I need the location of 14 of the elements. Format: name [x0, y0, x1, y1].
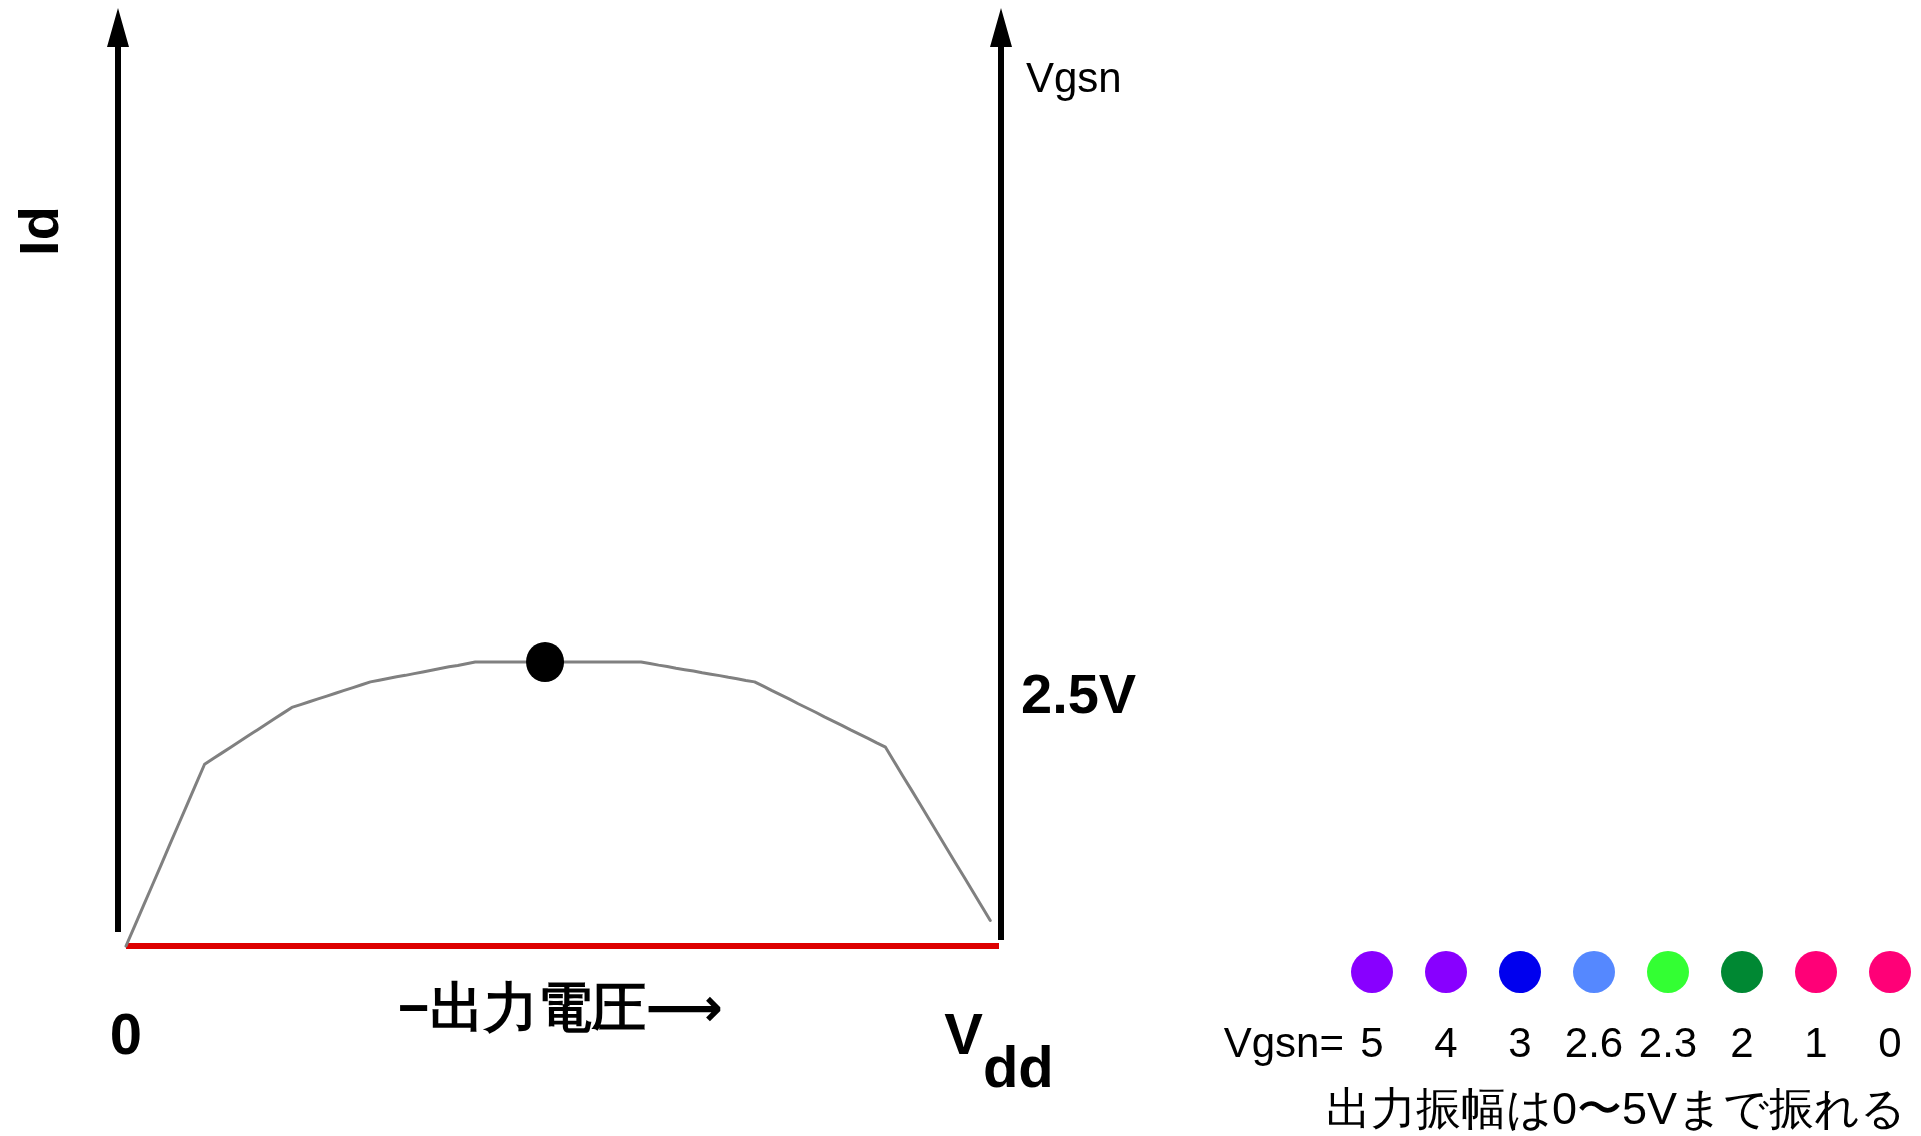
key-label: 2.3 — [1638, 1019, 1698, 1066]
key-label: 3 — [1508, 1019, 1532, 1066]
key-label: 2 — [1730, 1019, 1754, 1066]
key-label: 1 — [1804, 1019, 1828, 1066]
annotation: 2.5V — [1021, 662, 1137, 725]
xtick: 0 — [109, 1001, 143, 1066]
y2label: Vgsn — [1026, 54, 1122, 101]
xlabel: −出力電圧⟶ — [398, 977, 723, 1037]
ylabel: Id — [7, 206, 70, 256]
key-label: 0 — [1878, 1019, 1902, 1066]
key-label: 4 — [1434, 1019, 1458, 1066]
key-label: 2.6 — [1564, 1019, 1624, 1066]
annotation: 出力振幅は0〜5Vまで振れる — [1325, 1083, 1906, 1134]
key-label: 5 — [1360, 1019, 1384, 1066]
